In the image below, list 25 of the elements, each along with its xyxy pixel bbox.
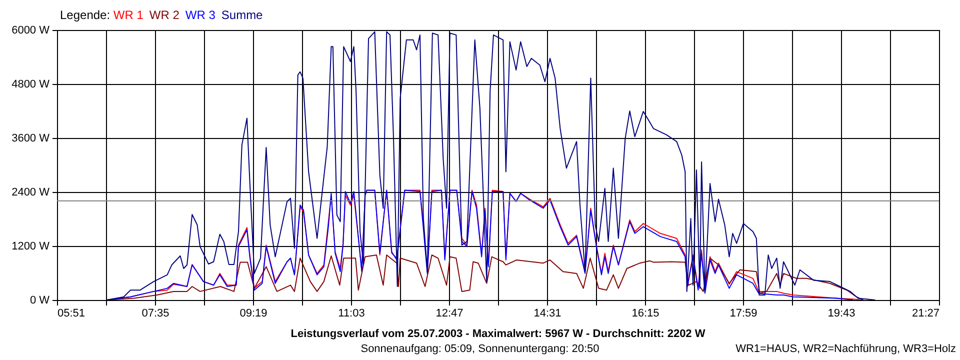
y-tick-label: 0 W <box>30 294 50 306</box>
x-tick-label: 17:59 <box>730 308 758 320</box>
y-tick-label: 4800 W <box>12 78 50 90</box>
x-tick-label: 12:47 <box>436 308 464 320</box>
y-tick-label: 1200 W <box>12 240 50 252</box>
x-tick-label: 09:19 <box>240 308 268 320</box>
y-tick-label: 6000 W <box>12 24 50 36</box>
text: WR 1 <box>113 8 144 22</box>
line-series <box>106 31 876 300</box>
x-tick-label: 14:31 <box>534 308 562 320</box>
x-tick-label: 11:03 <box>338 308 365 320</box>
text: Leistungsverlauf vom 25.07.2003 - Maximalwert: 5967 W - Durchschnitt: 2202 W <box>290 328 706 340</box>
text: WR 2 <box>149 8 180 22</box>
text: Sonnenaufgang: 05:09, Sonnenuntergang: 20:50 <box>360 343 600 356</box>
text: Summe <box>221 8 263 22</box>
y-tick-label: 3600 W <box>12 132 50 144</box>
text: WR 3 <box>185 8 216 22</box>
x-tick-label: 19:43 <box>828 308 856 320</box>
text: WR1=HAUS, WR2=Nachführung, WR3=Holz <box>736 343 956 356</box>
x-tick-label: 05:51 <box>58 308 86 320</box>
x-tick-label: 16:15 <box>632 308 660 320</box>
y-tick-label: 2400 W <box>12 186 50 198</box>
x-tick-label: 21:27 <box>912 308 940 320</box>
legend-title: Legende: <box>60 8 112 22</box>
x-tick-label: 07:35 <box>142 308 170 320</box>
